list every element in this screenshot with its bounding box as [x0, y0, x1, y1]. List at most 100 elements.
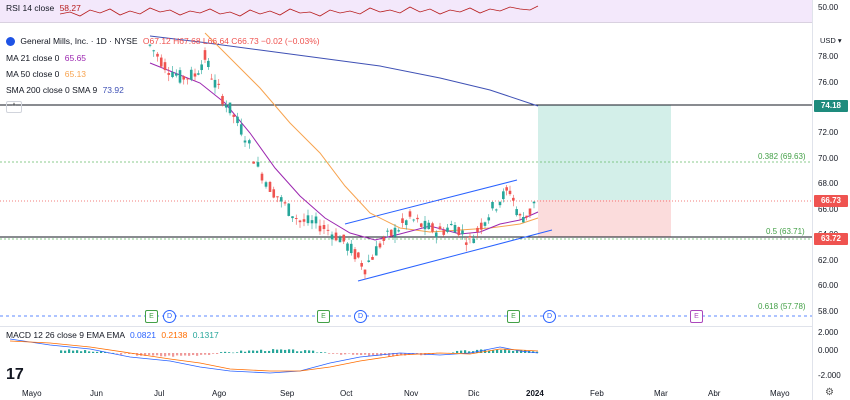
macd-bar [272, 349, 275, 353]
time-label: Mar [654, 389, 668, 398]
time-label: Mayo [22, 389, 42, 398]
time-label: Abr [708, 389, 721, 398]
dividend-event-1[interactable]: D [163, 310, 176, 323]
macd-bar [404, 353, 407, 356]
macd-bar [336, 353, 339, 354]
time-label: Jun [90, 389, 103, 398]
ma21-legend[interactable]: MA 21 close 0 65.65 [6, 53, 86, 63]
candle-body [491, 201, 494, 209]
macd-bar [92, 351, 95, 353]
price-tick: 68.00 [818, 179, 839, 188]
rsi-pane[interactable] [0, 0, 812, 23]
candle-body [525, 215, 528, 218]
candle-body [264, 182, 268, 187]
price-tick: 78.00 [818, 52, 839, 61]
macd-bar [512, 350, 515, 353]
time-label: 2024 [526, 389, 544, 398]
dividend-event-3[interactable]: D [543, 310, 556, 323]
candle-body [393, 227, 397, 237]
earnings-event-2[interactable]: E [317, 310, 330, 323]
candle-body [148, 44, 152, 46]
candle-body [512, 197, 515, 201]
candle-body [528, 208, 532, 215]
sma200-value: 73.92 [102, 85, 124, 95]
sma200-legend[interactable]: SMA 200 close 0 SMA 9 73.92 [6, 85, 124, 95]
earnings-event-1[interactable]: E [145, 310, 158, 323]
macd-tick-neg2: -2.000 [818, 371, 841, 380]
rsi-legend[interactable]: RSI 14 close 58.27 [6, 3, 81, 13]
dividend-event-2[interactable]: D [354, 310, 367, 323]
macd-bar [356, 353, 359, 355]
candle-body [167, 72, 171, 75]
macd-bar [400, 353, 403, 356]
price-tick: 58.00 [818, 307, 839, 316]
stop-zone [538, 200, 671, 237]
currency-selector[interactable]: USD ▾ [820, 36, 842, 45]
candle-body [276, 196, 279, 198]
candle-body [505, 187, 508, 191]
macd-bar [84, 350, 87, 353]
macd-bar [112, 352, 115, 354]
candle-body [494, 209, 498, 211]
ma21-value: 65.65 [64, 53, 87, 63]
candle-body [371, 256, 374, 260]
candle-body [197, 73, 200, 75]
macd-bar [72, 350, 75, 353]
earnings-event-3[interactable]: E [507, 310, 520, 323]
macd-bar [284, 349, 287, 353]
macd-bar [392, 353, 395, 357]
candle-body [217, 83, 221, 85]
candle-body [268, 181, 272, 192]
macd-bar [520, 350, 523, 353]
macd-bar [212, 353, 215, 354]
candle-body [306, 215, 310, 224]
candle-body [416, 217, 419, 220]
macd-bar [500, 350, 503, 353]
candle-body [302, 219, 306, 222]
macd-bar [504, 349, 507, 353]
macd-bar [164, 353, 167, 357]
candle-body [260, 173, 264, 181]
macd-legend[interactable]: MACD 12 26 close 9 EMA EMA 0.0821 0.2138… [6, 330, 219, 340]
macd-bar [516, 350, 519, 353]
symbol-legend[interactable]: General Mills, Inc. · 1D · NYSE O67.12 H… [6, 36, 320, 47]
ma50-line [204, 32, 539, 233]
ma50-legend[interactable]: MA 50 close 0 65.13 [6, 69, 86, 79]
macd-pane[interactable] [0, 326, 812, 387]
macd-bar [316, 352, 319, 354]
main-chart-pane[interactable] [0, 28, 812, 320]
macd-bar [184, 353, 187, 356]
macd-bar [180, 353, 183, 356]
candle-body [193, 73, 197, 77]
candle-body [412, 219, 416, 221]
macd-bar [536, 351, 539, 353]
macd-bar [268, 350, 271, 353]
macd-bar [308, 350, 311, 353]
candle-body [483, 222, 487, 226]
macd-bar [160, 353, 163, 357]
macd-bar [256, 350, 259, 353]
macd-bar [156, 353, 159, 356]
earnings-event-upcoming[interactable]: E [690, 310, 703, 323]
candle-body [272, 189, 276, 198]
candle-body [186, 78, 189, 80]
candle-body [382, 237, 386, 241]
candle-body [221, 95, 224, 105]
candle-body [256, 162, 260, 167]
candle-body [360, 263, 363, 267]
time-label: Dic [468, 389, 480, 398]
candle-body [248, 140, 251, 144]
candle-body [239, 124, 243, 135]
candle-body [401, 218, 404, 223]
candle-body [423, 220, 427, 230]
collapse-legend-button[interactable]: ^ [6, 101, 22, 113]
candle-body [232, 114, 236, 117]
tradingview-logo[interactable]: 17 [6, 366, 24, 383]
price-tick: 66.00 [818, 205, 839, 214]
fib-618-label: 0.618 (57.78) [758, 302, 806, 311]
settings-gear-icon[interactable]: ⚙ [825, 387, 834, 398]
macd-bar [260, 349, 263, 353]
macd-bar [348, 353, 351, 354]
macd-bar [228, 352, 231, 353]
candle-body [349, 243, 353, 254]
